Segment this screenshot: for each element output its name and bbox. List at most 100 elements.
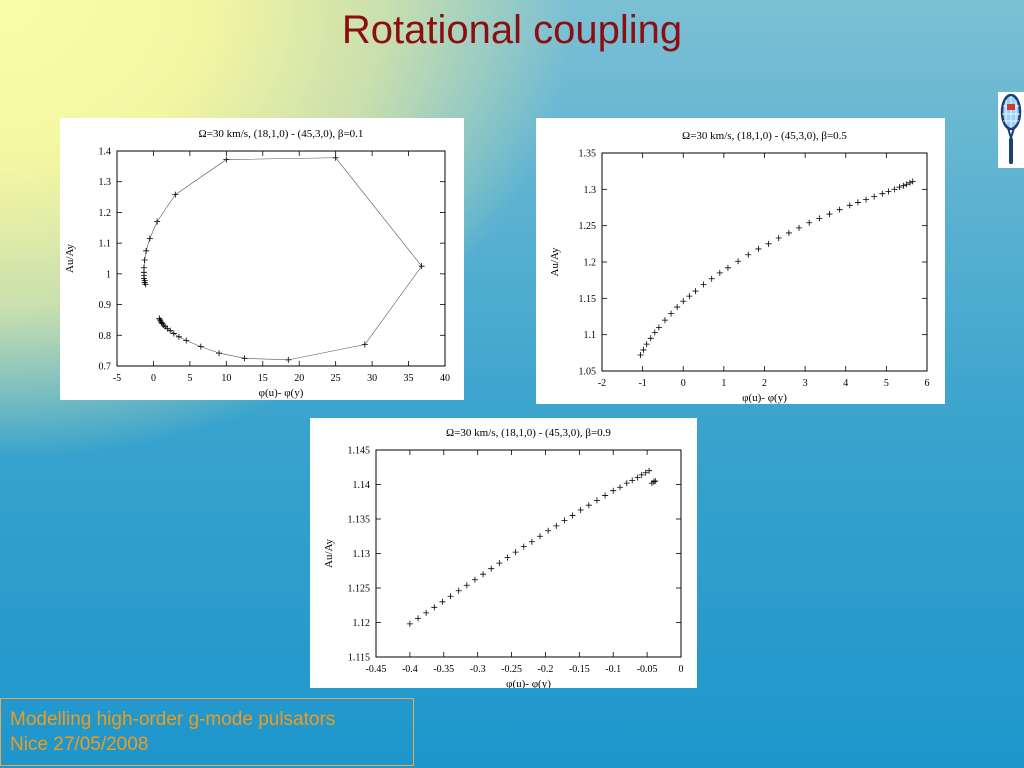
data-point [585,502,592,509]
y-tick-label: 1.25 [579,221,597,232]
data-point [561,517,568,524]
x-axis-label: φ(u)- φ(y) [742,392,787,404]
x-tick-label: -0.3 [470,664,486,675]
y-tick-label: 1.15 [579,294,597,305]
data-point [891,186,898,193]
data-point [896,184,903,191]
x-tick-label: 5 [187,373,192,384]
data-point [637,352,644,359]
data-point [643,341,650,348]
x-tick-label: -0.35 [433,664,454,675]
y-tick-label: 1.4 [99,147,112,158]
data-point [142,281,149,288]
x-tick-label: 0 [681,378,686,389]
data-point [651,329,658,336]
data-point [415,615,422,622]
x-axis-label: φ(u)- φ(y) [506,678,551,688]
y-tick-label: 0.7 [99,362,112,373]
data-point [553,522,560,529]
data-point [903,181,910,188]
y-tick-label: 1.3 [584,185,597,196]
y-tick-label: 1.1 [99,239,112,250]
data-point [172,191,179,198]
x-tick-label: 20 [294,373,304,384]
data-point [418,263,425,270]
chart-title: Ω=30 km/s, (18,1,0) - (45,3,0), β=0.9 [446,427,611,439]
data-point [629,477,636,484]
chart-svg: Ω=30 km/s, (18,1,0) - (45,3,0), β=0.1-5 0… [64,128,450,399]
x-tick-label: -0.25 [501,664,522,675]
y-axis-label: Au/Ay [549,247,561,276]
data-point [423,609,430,616]
y-tick-label: 0.8 [99,331,112,342]
x-tick-label: 5 [884,378,889,389]
y-tick-label: 1.2 [584,258,597,269]
data-point [642,469,649,476]
x-tick-label: 6 [925,378,930,389]
data-point [610,487,617,494]
data-point [674,304,681,311]
data-point [623,480,630,487]
data-point [160,322,167,329]
footer-date: Nice 27/05/2008 [10,734,149,755]
data-point [577,507,584,514]
x-tick-label: 0 [151,373,156,384]
data-point [724,264,731,271]
data-point [700,281,707,288]
data-point [650,478,657,485]
x-tick-label: 0 [679,664,684,675]
data-point [183,337,190,344]
plot-frame [375,449,682,658]
data-point [765,240,772,247]
y-tick-label: 1.3 [99,177,112,188]
data-point [332,154,339,161]
x-tick-label: 15 [258,373,268,384]
chart-beta-0-9: Ω=30 km/s, (18,1,0) - (45,3,0), β=0.9 -0.… [310,418,697,688]
x-tick-label: -0.2 [538,664,554,675]
data-point [668,310,675,317]
data-point [167,327,174,334]
x-tick-label: 25 [331,373,341,384]
data-point [170,330,177,337]
data-point [871,193,878,200]
data-point [520,543,527,550]
data-point [447,593,454,600]
chart-beta-0-5: Ω=30 km/s, (18,1,0) - (45,3,0), β=0.5 -2 -… [536,118,945,404]
x-tick-label: -0.05 [637,664,658,675]
data-point [745,251,752,258]
slide-title: Rotational coupling [341,8,683,52]
data-point [154,218,161,225]
tennis-racket-icon [998,92,1024,168]
data-point [537,533,544,540]
y-tick-label: 1.12 [353,618,371,629]
series-line [143,157,423,361]
x-tick-label: 35 [404,373,414,384]
data-point [602,492,609,499]
data-point [796,224,803,231]
data-point [512,549,519,556]
data-point [716,269,723,276]
y-tick-label: 1.115 [348,653,370,664]
data-point [143,247,150,254]
data-point [480,571,487,578]
data-point [569,512,576,519]
data-point [175,333,182,340]
x-tick-label: -2 [598,378,606,389]
data-point [692,288,699,295]
data-point [593,497,600,504]
data-point [463,582,470,589]
y-tick-label: 1 [106,269,111,280]
data-point [826,211,833,218]
data-point [640,346,647,353]
data-point [900,182,907,189]
data-point [146,235,153,242]
data-point [863,196,870,203]
data-point [816,215,823,222]
data-point [775,235,782,242]
data-point [488,565,495,572]
data-point [652,478,659,485]
data-point [141,257,148,264]
data-point [879,190,886,197]
chart-beta-0-1: Ω=30 km/s, (18,1,0) - (45,3,0), β=0.1 -5 0… [60,118,464,400]
data-point [197,343,204,350]
